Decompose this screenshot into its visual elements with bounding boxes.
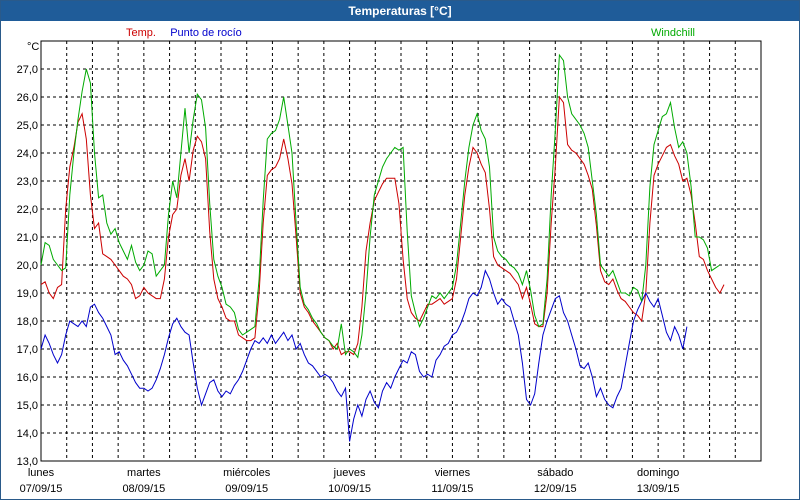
series-lines [40,53,725,442]
chart-title: Temperaturas [°C] [1,1,799,21]
y-tick-label: 21,0 [17,232,38,244]
legend: Temp. Punto de rocío Windchill [126,27,695,39]
x-date-label: 12/09/15 [534,483,577,495]
y-tick-label: 25,0 [17,120,38,132]
y-tick-label: 23,0 [17,176,38,188]
grid [40,40,762,462]
x-day-label: sábado [537,467,573,479]
temperature-chart: 13,0 14,0 15,0 16,0 17,0 18,0 19,0 20,0 21,0 22,0… [17,27,762,495]
x-day-label: domingo [637,467,679,479]
legend-entry: Temp. [126,27,156,39]
y-tick-label: 20,0 [17,260,38,272]
legend-entry: Punto de rocío [170,27,242,39]
y-tick-label: 26,0 [17,92,38,104]
series-line-1 [40,269,688,442]
y-tick-label: 17,0 [17,344,38,356]
x-day-label: lunes [28,467,55,479]
x-date-label: 07/09/15 [20,483,63,495]
y-tick-label: 14,0 [17,428,38,440]
y-tick-label: 19,0 [17,288,38,300]
x-day-label: miércoles [223,467,271,479]
y-tick-label: 16,0 [17,372,38,384]
x-date-label: 08/09/15 [122,483,165,495]
y-tick-label: 15,0 [17,400,38,412]
series-line-2 [40,53,721,359]
x-date-label: 11/09/15 [431,483,473,495]
x-date-label: 10/09/15 [328,483,371,495]
x-day-label: jueves [333,467,366,479]
y-tick-label: 24,0 [17,148,38,160]
x-day-label: martes [127,467,161,479]
series-line-0 [40,95,725,356]
x-date-label: 09/09/15 [225,483,268,495]
y-tick-label: 22,0 [17,204,38,216]
x-date-label: 13/09/15 [637,483,680,495]
y-tick-label: 27,0 [17,64,38,76]
axes: 13,0 14,0 15,0 16,0 17,0 18,0 19,0 20,0 21,0 22,0… [17,41,680,495]
x-day-label: viernes [435,467,471,479]
y-tick-label: 13,0 [17,456,38,468]
y-tick-label: 18,0 [17,316,38,328]
y-axis-label: °C [27,41,39,53]
legend-entry: Windchill [651,27,695,39]
